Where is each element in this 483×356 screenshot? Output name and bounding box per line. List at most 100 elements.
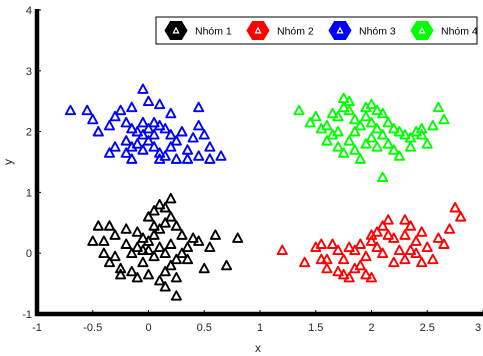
- x-tick-label: 0.5: [197, 322, 212, 334]
- data-point: [449, 202, 461, 213]
- data-point: [109, 250, 121, 262]
- data-point: [103, 147, 116, 158]
- data-point: [137, 256, 149, 268]
- data-point: [220, 259, 233, 271]
- data-point: [187, 132, 199, 143]
- data-point: [120, 223, 132, 234]
- data-point: [365, 132, 378, 143]
- data-point: [126, 101, 138, 113]
- data-point: [148, 229, 160, 240]
- axes-layer: [34, 9, 483, 317]
- data-point: [92, 126, 104, 137]
- data-point: [360, 138, 372, 149]
- data-point: [360, 110, 372, 122]
- data-point: [170, 220, 182, 231]
- data-point: [204, 241, 216, 252]
- y-tick-label: 4: [26, 5, 32, 17]
- data-point: [148, 205, 160, 216]
- data-point: [315, 238, 327, 249]
- data-point: [276, 244, 288, 256]
- data-point: [154, 119, 166, 131]
- data-point: [98, 247, 110, 259]
- data-point: [165, 192, 177, 204]
- data-point: [321, 119, 333, 131]
- data-point: [131, 226, 143, 237]
- data-point: [181, 144, 194, 155]
- data-point: [338, 101, 350, 113]
- data-point: [142, 135, 155, 146]
- data-point: [427, 119, 439, 131]
- data-point: [343, 271, 355, 283]
- data-point: [371, 241, 383, 252]
- data-point: [365, 98, 378, 110]
- data-point: [181, 241, 194, 252]
- data-point: [332, 110, 344, 122]
- data-point: [115, 268, 127, 280]
- data-point: [159, 265, 171, 277]
- data-point: [159, 281, 171, 292]
- data-point: [103, 119, 116, 131]
- data-point: [187, 232, 199, 243]
- data-point: [98, 235, 110, 246]
- x-tick-label: 0: [145, 322, 151, 334]
- y-tick-label: 0: [26, 248, 32, 260]
- data-point: [137, 144, 149, 155]
- data-point: [321, 135, 333, 146]
- data-point: [315, 253, 327, 265]
- data-point: [126, 123, 138, 134]
- legend-marker: [164, 20, 188, 41]
- data-point: [170, 135, 182, 146]
- legend-marker: [328, 20, 352, 41]
- data-point: [148, 141, 160, 152]
- data-point: [321, 262, 333, 274]
- x-tick-label: -0.5: [83, 322, 102, 334]
- data-point: [193, 150, 205, 161]
- data-point: [126, 247, 138, 259]
- legend-entry: Nhóm 3: [328, 20, 396, 41]
- data-point: [176, 229, 188, 240]
- data-point: [388, 232, 400, 243]
- data-point: [349, 113, 361, 125]
- x-tick-label: 1: [257, 322, 263, 334]
- legend-entry: Nhóm 1: [164, 20, 232, 41]
- data-point: [299, 256, 311, 268]
- data-point: [120, 135, 132, 146]
- data-point: [115, 104, 127, 116]
- x-tick-label: 3: [475, 322, 481, 334]
- data-point: [349, 144, 361, 155]
- data-point: [159, 217, 171, 228]
- data-point: [332, 141, 344, 152]
- data-point: [432, 232, 444, 243]
- data-point: [204, 141, 216, 152]
- data-point: [109, 229, 121, 240]
- data-point: [148, 220, 160, 231]
- data-point: [64, 104, 77, 116]
- data-point: [198, 129, 210, 140]
- data-point: [81, 104, 93, 116]
- data-point: [399, 129, 411, 140]
- data-point: [410, 247, 422, 259]
- data-point: [338, 147, 350, 158]
- data-point: [365, 271, 378, 283]
- data-point: [382, 116, 394, 128]
- data-point: [215, 150, 227, 161]
- data-point: [304, 116, 316, 128]
- data-point: [416, 226, 428, 237]
- legend-marker-inner: [418, 26, 426, 34]
- legend-marker-inner: [254, 26, 262, 34]
- data-point: [432, 101, 444, 113]
- data-point: [354, 153, 366, 164]
- legend-label: Nhóm 1: [195, 26, 232, 38]
- data-point: [120, 116, 132, 128]
- data-point: [87, 113, 99, 125]
- data-point: [404, 244, 417, 256]
- data-point: [388, 123, 400, 134]
- y-tick-label: 2: [26, 127, 32, 139]
- data-point: [343, 104, 355, 116]
- data-point: [399, 229, 411, 240]
- data-point: [293, 104, 305, 116]
- data-point: [170, 253, 182, 265]
- data-point: [148, 116, 160, 128]
- data-point: [120, 238, 132, 249]
